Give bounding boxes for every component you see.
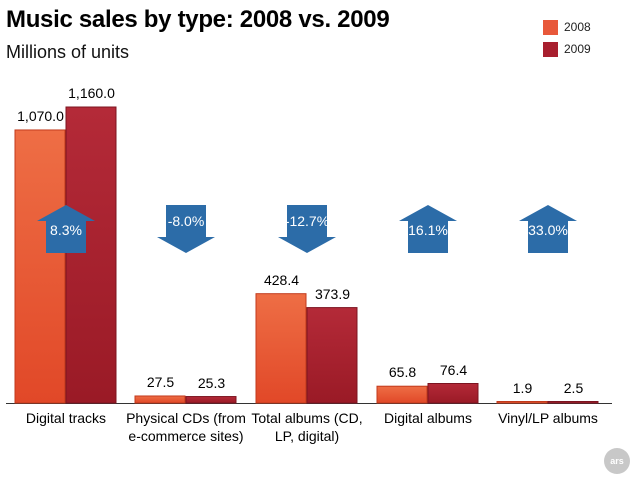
ars-logo: ars	[604, 448, 630, 474]
category-label-0: Digital tracks	[25, 410, 107, 426]
bar-2009-2	[306, 307, 358, 404]
legend-label-2009: 2009	[564, 42, 591, 56]
value-label-2008-1: 27.5	[146, 373, 175, 390]
bar-2009-0	[65, 106, 117, 404]
value-label-2009-4: 2.5	[563, 379, 584, 396]
value-label-2009-1: 25.3	[197, 374, 226, 391]
value-label-2008-4: 1.9	[512, 379, 533, 396]
bar-2008-2	[255, 293, 307, 404]
up-arrow-icon-3	[399, 205, 457, 253]
down-arrow-icon-1	[157, 205, 215, 253]
down-arrow-icon-2	[278, 205, 336, 253]
category-label-4: Vinyl/LP albums	[498, 410, 598, 426]
change-label-2: -12.7%	[284, 213, 330, 229]
bar-2009-4	[547, 401, 599, 404]
bar-2008-4	[496, 401, 548, 404]
value-label-2009-0: 1,160.0	[68, 85, 115, 101]
bar-2008-3	[376, 385, 428, 404]
legend-swatch-2008	[543, 19, 558, 35]
legend: 2008 2009	[543, 16, 591, 60]
up-arrow-icon-0	[37, 205, 95, 253]
value-label-2009-2: 373.9	[314, 285, 351, 302]
chart-subtitle: Millions of units	[6, 42, 130, 62]
bar-2009-1	[185, 396, 237, 404]
value-label-2008-3: 65.8	[388, 364, 417, 381]
chart-title: Music sales by type: 2008 vs. 2009	[6, 6, 390, 33]
change-label-4: 33.0%	[528, 222, 568, 238]
value-label-2008-2: 428.4	[263, 271, 300, 288]
change-label-1: -8.0%	[167, 213, 205, 229]
category-label-3: Digital albums	[384, 410, 472, 426]
value-label-2009-3: 76.4	[439, 361, 468, 378]
bar-2009-3	[427, 383, 479, 404]
legend-item-2008: 2008	[543, 16, 591, 38]
bar-2008-0	[14, 129, 66, 404]
category-label-2: Total albums (CD, LP, digital)	[251, 410, 363, 444]
legend-swatch-2009	[543, 41, 558, 57]
legend-label-2008: 2008	[564, 20, 591, 34]
change-label-3: 16.1%	[408, 222, 448, 238]
up-arrow-icon-4	[519, 205, 577, 253]
legend-item-2009: 2009	[543, 38, 591, 60]
value-label-2008-0: 1,070.0	[17, 107, 64, 124]
category-label-1: Physical CDs (from e-commerce sites)	[126, 410, 246, 444]
bar-2008-1	[134, 395, 186, 404]
change-label-0: 8.3%	[50, 222, 82, 238]
